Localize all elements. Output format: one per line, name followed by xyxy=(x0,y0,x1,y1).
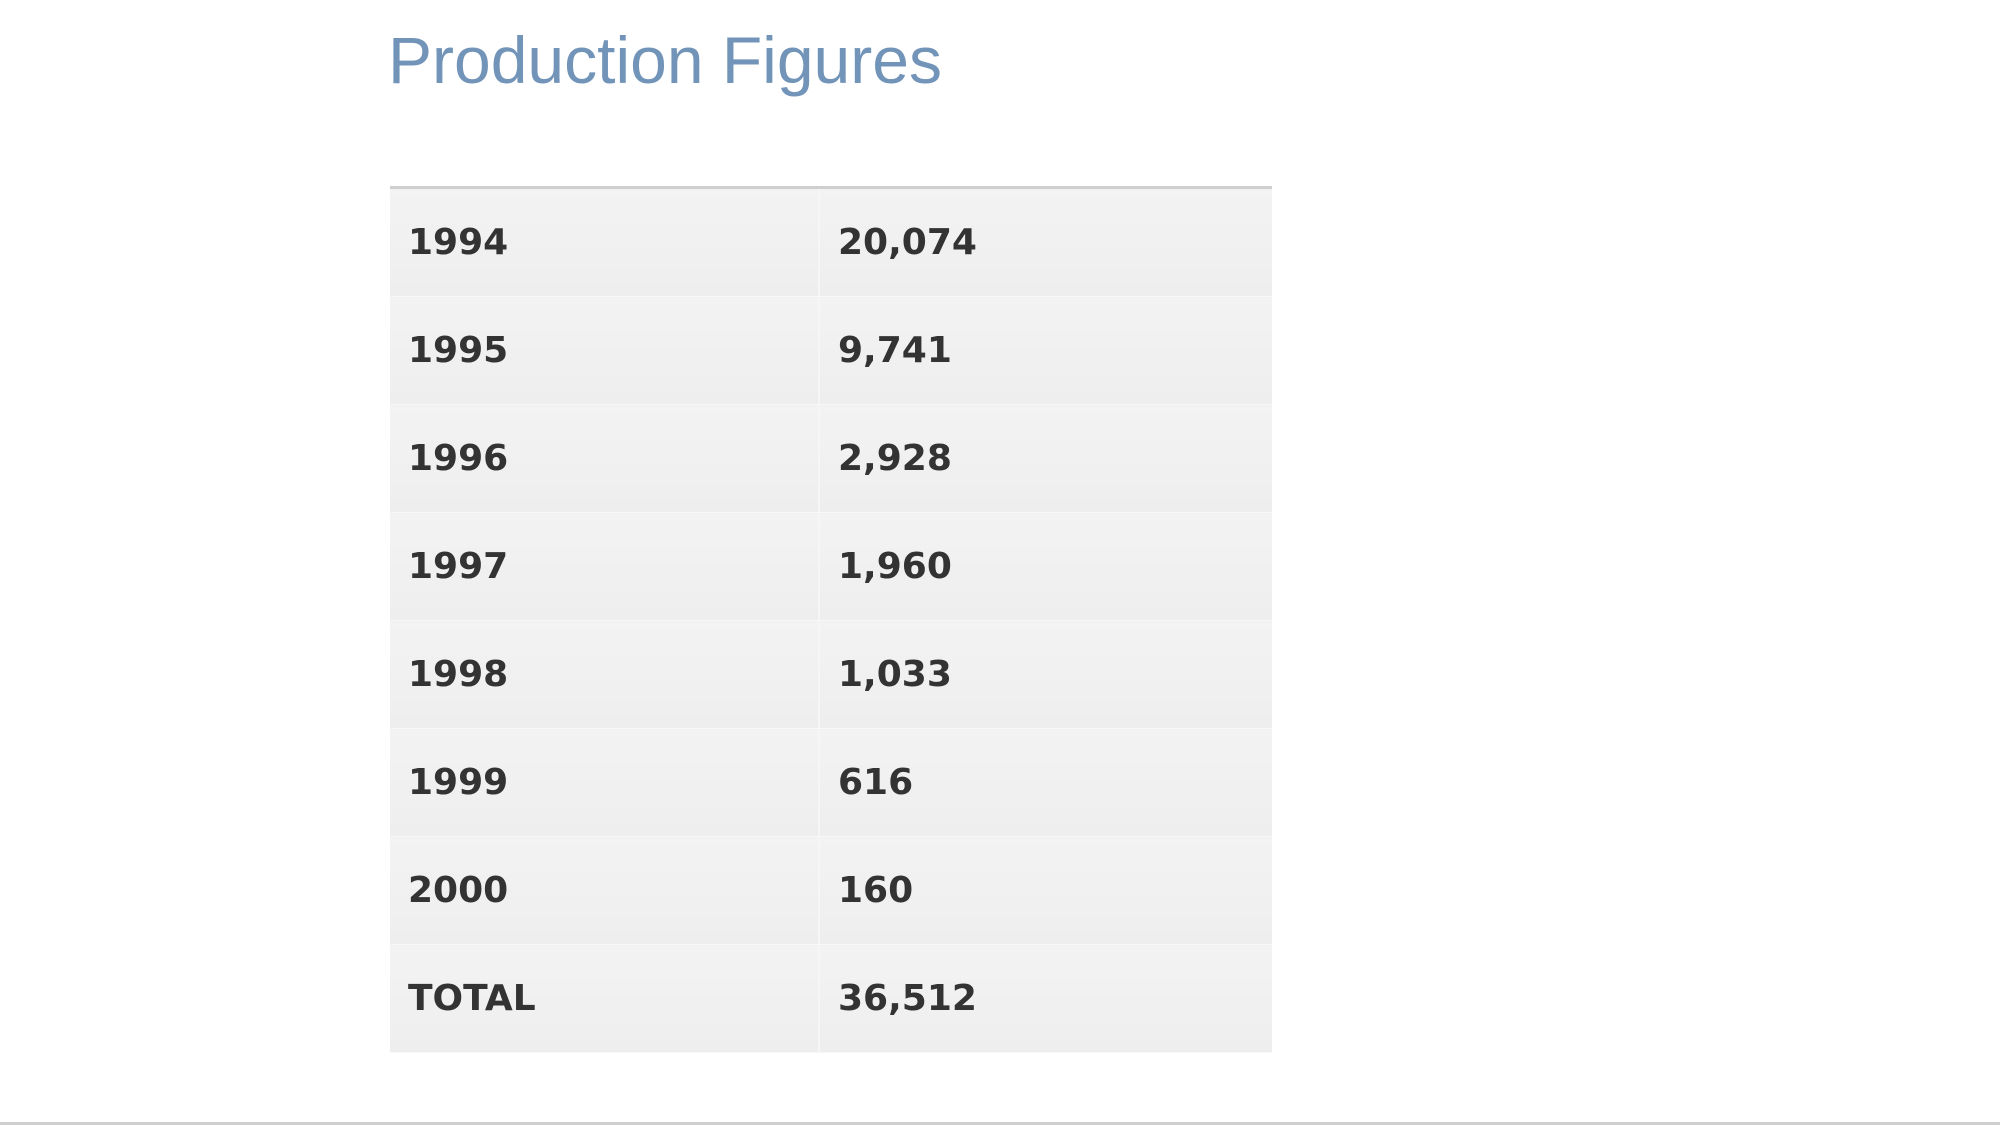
table-row: 1996 2,928 xyxy=(390,404,1272,513)
year-cell: 1999 xyxy=(390,728,820,837)
value-cell: 616 xyxy=(819,728,1272,837)
bottom-rule xyxy=(0,1122,2000,1125)
value-cell: 2,928 xyxy=(819,404,1272,513)
table-row: 1994 20,074 xyxy=(390,187,1272,297)
value-cell: 1,033 xyxy=(819,620,1272,729)
table-row: 1998 1,033 xyxy=(390,620,1272,729)
year-cell: 1995 xyxy=(390,296,820,405)
year-cell: 1994 xyxy=(390,187,820,297)
production-table: 1994 20,074 1995 9,741 1996 2,928 1997 1,960 199… xyxy=(390,186,1272,1053)
value-cell: 1,960 xyxy=(819,512,1272,621)
table-row: 1997 1,960 xyxy=(390,512,1272,621)
year-cell: 1998 xyxy=(390,620,820,729)
table-row: 1995 9,741 xyxy=(390,296,1272,405)
value-cell: 9,741 xyxy=(819,296,1272,405)
year-cell: 2000 xyxy=(390,836,820,945)
value-cell: 160 xyxy=(819,836,1272,945)
year-cell: 1996 xyxy=(390,404,820,513)
table-row: 1999 616 xyxy=(390,728,1272,837)
year-cell: 1997 xyxy=(390,512,820,621)
year-cell: TOTAL xyxy=(390,944,820,1053)
page-title: Production Figures xyxy=(388,23,942,97)
table-body: 1994 20,074 1995 9,741 1996 2,928 1997 1,960 199… xyxy=(390,187,1272,1053)
value-cell: 20,074 xyxy=(819,187,1272,297)
table-row: 2000 160 xyxy=(390,836,1272,945)
value-cell: 36,512 xyxy=(819,944,1272,1053)
table-row: TOTAL 36,512 xyxy=(390,944,1272,1053)
